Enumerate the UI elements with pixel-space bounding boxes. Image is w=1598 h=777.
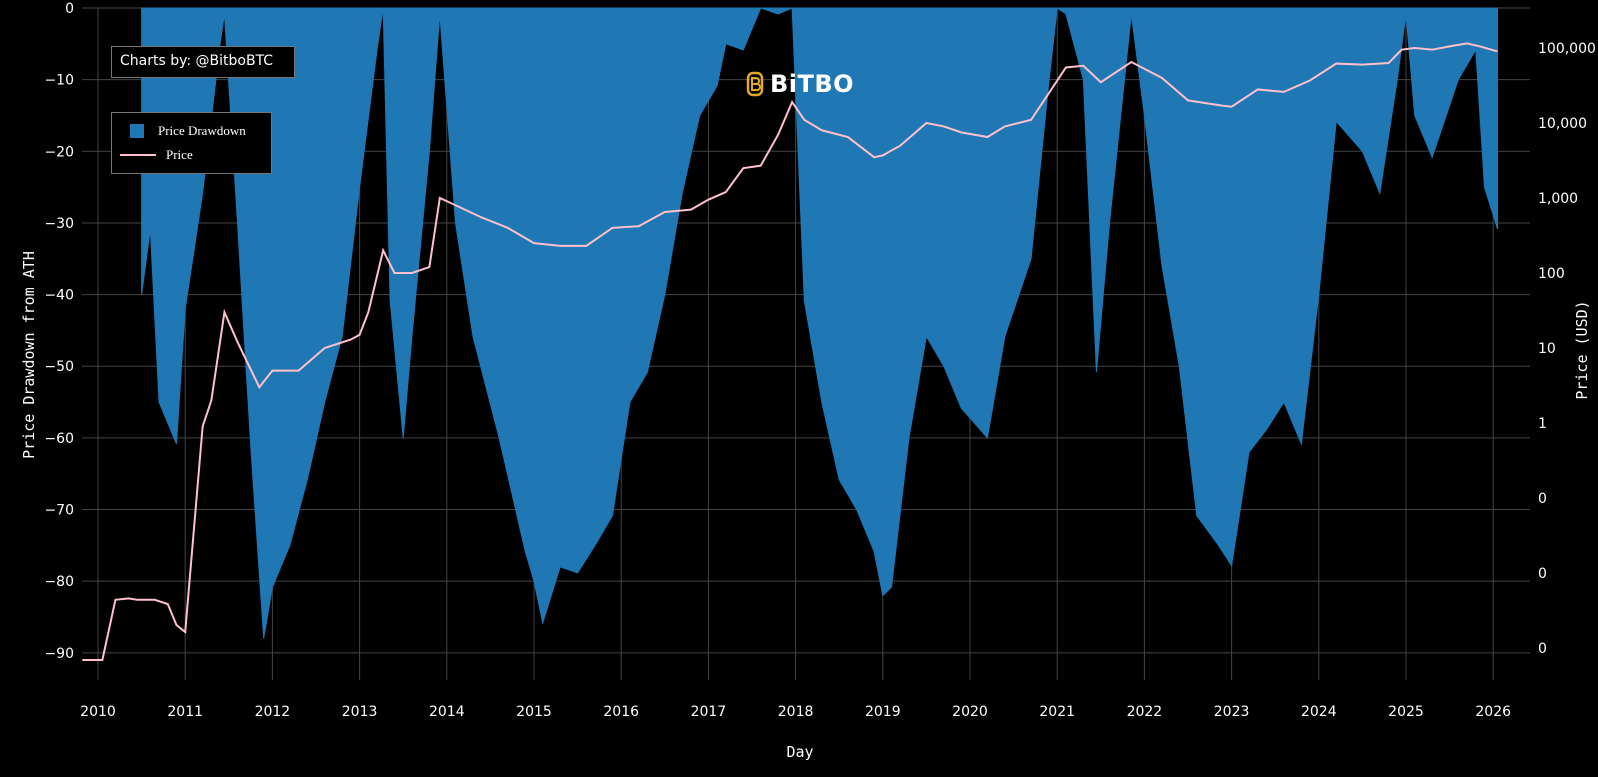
y-tick-label: −30: [44, 216, 74, 232]
x-axis-ticks: 2010 2011 2012 2013 2014 2015 2016 2017 2018 2019…: [80, 704, 1511, 720]
x-tick-label: 2021: [1039, 704, 1075, 720]
y-axis-title: Price Drawdown from ATH: [20, 251, 38, 459]
legend-item-price: Price: [120, 145, 193, 165]
x-tick-label: 2012: [255, 704, 291, 720]
x-tick-label: 2014: [429, 704, 465, 720]
x-tick-label: 2019: [865, 704, 901, 720]
x-axis-title: Day: [786, 743, 813, 761]
legend-label-price: Price: [166, 147, 193, 162]
legend-swatch-price: [120, 154, 156, 156]
x-tick-label: 2016: [603, 704, 639, 720]
y2-tick-label: 100: [1538, 266, 1565, 282]
credit-box: Charts by: @BitboBTC: [111, 46, 295, 78]
x-tick-label: 2026: [1475, 704, 1511, 720]
price-line: [82, 42, 1498, 661]
legend-item-drawdown: Price Drawdown: [120, 121, 246, 141]
y-tick-label: −40: [44, 288, 74, 304]
y2-axis-title: Price (USD): [1573, 300, 1591, 399]
y-tick-label: −20: [44, 144, 74, 160]
y-tick-label: −60: [44, 431, 74, 447]
y2-tick-label: 0: [1538, 641, 1547, 657]
bitbo-watermark: BiTBO: [746, 70, 854, 98]
y2-tick-label: 0: [1538, 566, 1547, 582]
y2-tick-label: 100,000: [1538, 41, 1596, 57]
legend-label-drawdown: Price Drawdown: [158, 123, 246, 138]
legend-swatch-drawdown: [130, 124, 144, 138]
legend: Price Drawdown Price: [111, 112, 272, 174]
drawdown-area: [141, 7, 1499, 639]
x-tick-label: 2024: [1301, 704, 1337, 720]
watermark-text: BiTBO: [770, 70, 855, 98]
y2-tick-label: 0: [1538, 491, 1547, 507]
y-tick-label: −80: [44, 574, 74, 590]
x-tick-label: 2010: [80, 704, 116, 720]
y2-tick-label: 1,000: [1538, 191, 1578, 207]
credit-text: Charts by: @BitboBTC: [120, 53, 274, 69]
y2-tick-label: 10,000: [1538, 116, 1587, 132]
x-tick-label: 2017: [691, 704, 727, 720]
x-tick-label: 2023: [1214, 704, 1250, 720]
x-tick-label: 2025: [1388, 704, 1424, 720]
y2-tick-label: 10: [1538, 341, 1556, 357]
x-tick-label: 2015: [516, 704, 552, 720]
x-tick-label: 2022: [1127, 704, 1163, 720]
x-tick-label: 2011: [167, 704, 203, 720]
y-axis-ticks: 0 −10 −20 −30 −40 −50 −60 −70 −80 −90: [44, 1, 74, 662]
x-tick-label: 2013: [342, 704, 378, 720]
price-line-group: [82, 42, 1498, 661]
y2-tick-label: 1: [1538, 416, 1547, 432]
y-tick-label: −10: [44, 73, 74, 89]
y-tick-label: 0: [65, 1, 74, 17]
y-tick-label: −50: [44, 359, 74, 375]
x-tick-label: 2020: [952, 704, 988, 720]
y-tick-label: −70: [44, 503, 74, 519]
drawdown-area-path: [141, 7, 1499, 639]
y-tick-label: −90: [44, 646, 74, 662]
bitbo-logo-icon: [746, 71, 764, 97]
x-tick-label: 2018: [778, 704, 814, 720]
